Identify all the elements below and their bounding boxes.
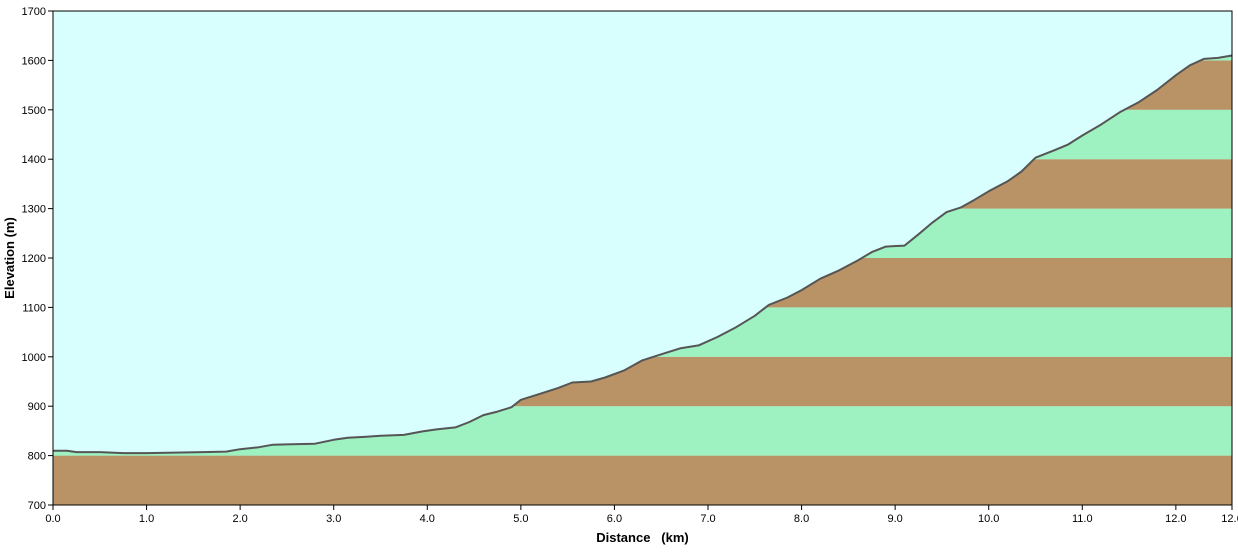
- x-tick-label: 2.0: [232, 513, 247, 525]
- y-tick-label: 700: [28, 500, 46, 512]
- y-tick-label: 1000: [22, 352, 46, 364]
- x-tick-label: 12.0: [1165, 513, 1186, 525]
- y-tick-label: 900: [28, 401, 46, 413]
- x-tick-label: 7.0: [700, 513, 715, 525]
- elevation-band-700: [53, 455, 1232, 505]
- elevation-profile-line: [53, 54, 1233, 455]
- x-axis-title: Distance (km): [596, 530, 688, 545]
- x-tick-label: 1.0: [139, 513, 154, 525]
- x-tick-label: 4.0: [420, 513, 435, 525]
- y-tick-label: 1200: [22, 253, 46, 265]
- y-tick-label: 1300: [22, 204, 46, 216]
- x-tick-label: 10.0: [978, 513, 999, 525]
- y-tick-label: 1600: [22, 55, 46, 67]
- x-tick-label: 3.0: [326, 513, 341, 525]
- x-axis: 0.0 1.0 2.0 3.0 4.0 5.0 6.0 7.0 8.0 9.0 10.0 11.0 12…: [45, 505, 1238, 525]
- x-tick-label: 8.0: [794, 513, 809, 525]
- y-tick-label: 1700: [22, 6, 46, 18]
- y-axis: 700 800 900 1000 1100 1200 1300 1400 1500 1600 170…: [22, 6, 53, 512]
- y-tick-label: 1500: [22, 105, 46, 117]
- x-tick-label: 6.0: [607, 513, 622, 525]
- x-tick-label: 11.0: [1072, 513, 1093, 525]
- x-tick-label: 12.6: [1221, 513, 1238, 525]
- y-tick-label: 1400: [22, 154, 46, 166]
- x-tick-label: 9.0: [887, 513, 902, 525]
- x-tick-label: 0.0: [45, 513, 60, 525]
- y-axis-title: Elevation (m): [2, 217, 17, 299]
- y-tick-label: 1100: [22, 302, 46, 314]
- y-tick-label: 800: [28, 451, 46, 463]
- x-tick-label: 5.0: [513, 513, 528, 525]
